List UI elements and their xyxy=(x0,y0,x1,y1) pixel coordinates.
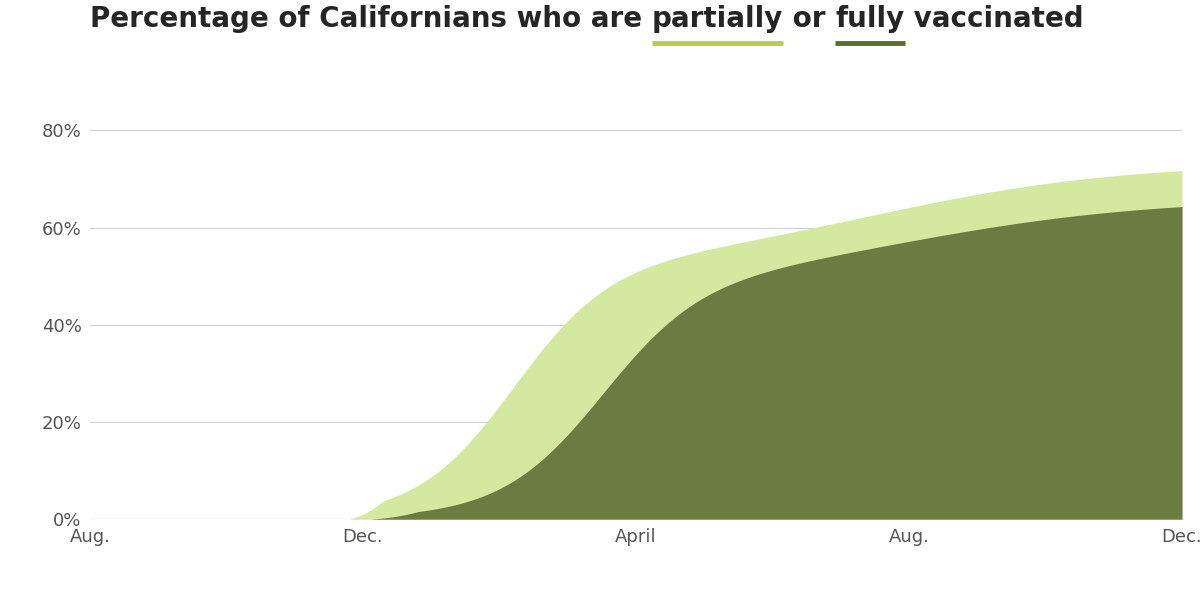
Text: or: or xyxy=(784,5,835,32)
Text: Percentage of Californians who are: Percentage of Californians who are xyxy=(90,5,652,32)
Text: fully: fully xyxy=(835,5,905,32)
Text: partially: partially xyxy=(652,5,784,32)
Text: vaccinated: vaccinated xyxy=(905,5,1084,32)
